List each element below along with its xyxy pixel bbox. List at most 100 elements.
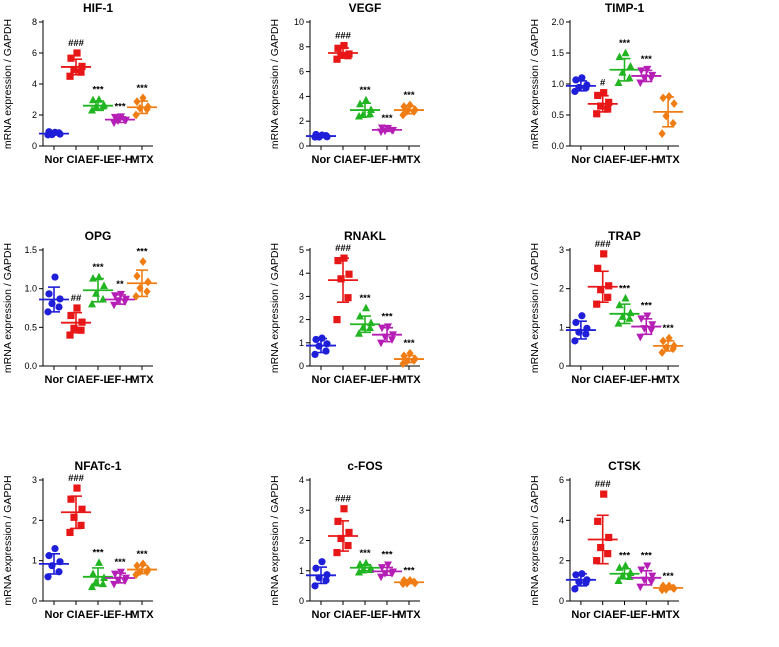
- y-tick-label: 8: [32, 17, 37, 27]
- data-point-marker: [110, 119, 118, 128]
- x-tick-label: CIA: [67, 609, 86, 621]
- data-point-marker: [659, 93, 667, 103]
- data-point-marker: [344, 294, 352, 302]
- chart-panel-opg: OPG mRNA expression / GAPDH 0.0 0.5 1.0 1.5 No…: [2, 229, 157, 386]
- y-tick-label: 2: [299, 116, 304, 126]
- series-ef-l: ***: [609, 38, 640, 86]
- data-point-marker: [89, 273, 97, 282]
- significance-label: ***: [92, 85, 103, 96]
- y-tick-label: 1.5: [24, 245, 37, 255]
- x-tick-label: EF-L: [612, 609, 637, 621]
- data-point-marker: [600, 490, 608, 498]
- chart-title: TRAP: [608, 229, 641, 243]
- significance-label: **: [116, 279, 124, 290]
- y-tick-label: 2: [299, 315, 304, 325]
- series-cia: ###: [587, 239, 618, 308]
- y-tick-label: 2: [32, 515, 37, 525]
- x-tick-label: EF-L: [353, 609, 378, 621]
- significance-label: ***: [114, 557, 125, 568]
- y-tick-label: 3: [299, 291, 304, 301]
- data-point-marker: [593, 557, 601, 565]
- x-tick-label: EF-L: [86, 154, 111, 166]
- x-tick-label: EF-H: [633, 609, 659, 621]
- significance-label: ##: [71, 293, 82, 304]
- data-point-marker: [318, 558, 326, 566]
- data-point-marker: [662, 111, 670, 121]
- data-point-marker: [582, 330, 590, 338]
- significance-label: ***: [619, 38, 630, 49]
- data-point-marker: [604, 293, 612, 301]
- data-point-marker: [333, 549, 341, 557]
- data-point-marker: [597, 286, 605, 294]
- data-point-marker: [647, 578, 656, 587]
- significance-label: ###: [595, 479, 612, 490]
- chart-panel-nfatc-1: NFATc-1 mRNA expression / GAPDH 0 1 2 3 Nor CIA…: [2, 459, 157, 621]
- series-cia: ###: [328, 31, 358, 63]
- x-tick-label: EF-L: [353, 374, 378, 386]
- y-tick-label: 1: [559, 322, 564, 332]
- data-point-marker: [344, 541, 352, 550]
- y-tick-label: 3: [32, 475, 37, 485]
- significance-label: ***: [359, 85, 370, 96]
- series-cia: #: [587, 78, 618, 118]
- y-axis-label: mRNA expression / GAPDH: [269, 475, 281, 605]
- data-point-marker: [144, 277, 152, 287]
- data-point-marker: [45, 290, 53, 298]
- data-point-marker: [340, 505, 348, 513]
- series-mtx: ***: [127, 83, 157, 120]
- series-ef-l: ***: [83, 262, 113, 308]
- data-point-marker: [77, 68, 85, 76]
- y-tick-label: 0: [32, 596, 37, 606]
- y-axis-label: mRNA expression / GAPDH: [2, 19, 14, 149]
- data-point-marker: [647, 327, 656, 335]
- data-point-marker: [55, 303, 63, 311]
- chart-title: c-FOS: [347, 459, 382, 473]
- data-point-marker: [593, 300, 601, 308]
- series-mtx: ***: [394, 90, 424, 120]
- y-tick-label: 2: [32, 110, 37, 120]
- x-tick-label: MTX: [656, 374, 680, 386]
- x-tick-label: EF-H: [374, 609, 400, 621]
- x-tick-label: EF-H: [107, 374, 133, 386]
- series-ef-h: ***: [105, 102, 135, 128]
- series-ef-h: ***: [372, 550, 402, 582]
- x-tick-label: CIA: [67, 374, 86, 386]
- y-tick-label: 0: [32, 141, 37, 151]
- significance-label: ***: [381, 550, 392, 561]
- data-point-marker: [384, 561, 392, 570]
- series-nor: [39, 273, 69, 316]
- y-axis-label: mRNA expression / GAPDH: [529, 475, 541, 605]
- x-tick-label: CIA: [334, 154, 353, 166]
- x-tick-label: Nor: [45, 154, 65, 166]
- significance-label: ###: [68, 473, 85, 484]
- y-tick-label: 0: [559, 361, 564, 371]
- significance-label: ***: [663, 571, 674, 582]
- y-tick-label: 1: [299, 338, 304, 348]
- series-nor: [39, 128, 69, 139]
- data-point-marker: [51, 273, 59, 281]
- y-tick-label: 6: [32, 48, 37, 58]
- data-point-marker: [604, 105, 612, 113]
- data-point-marker: [625, 314, 634, 322]
- data-point-marker: [597, 543, 605, 552]
- y-tick-label: 0: [299, 361, 304, 371]
- series-ef-h: ***: [631, 54, 662, 88]
- significance-label: ***: [359, 548, 370, 559]
- significance-label: ###: [335, 31, 352, 42]
- data-point-marker: [389, 568, 397, 577]
- chart-title: CTSK: [608, 459, 641, 473]
- y-tick-label: 8: [299, 42, 304, 52]
- data-point-marker: [648, 321, 657, 329]
- y-tick-label: 3: [559, 245, 564, 255]
- x-tick-label: EF-H: [107, 609, 133, 621]
- data-point-marker: [337, 275, 345, 283]
- x-tick-label: Nor: [312, 154, 332, 166]
- series-ef-h: ***: [372, 113, 402, 137]
- x-tick-label: CIA: [334, 374, 353, 386]
- data-point-marker: [388, 336, 396, 344]
- significance-label: ***: [114, 102, 125, 113]
- y-tick-label: 3: [299, 505, 304, 515]
- x-tick-label: EF-L: [612, 154, 637, 166]
- data-point-marker: [312, 335, 320, 344]
- chart-title: VEGF: [349, 1, 382, 15]
